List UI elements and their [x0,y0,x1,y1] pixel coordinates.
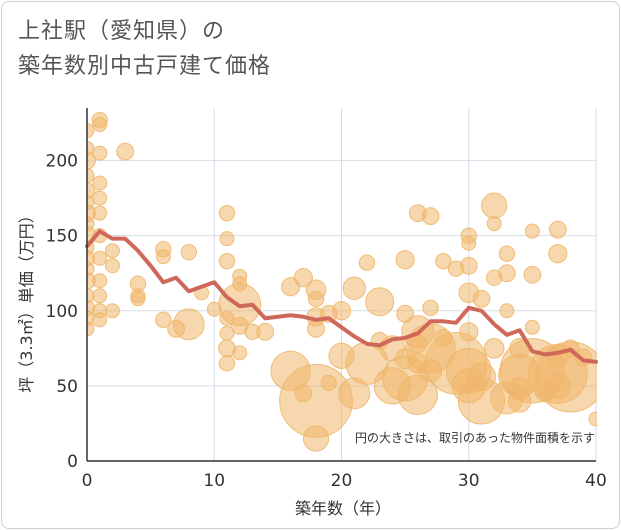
x-tick-label: 20 [331,471,353,491]
scatter-point [172,308,205,341]
scatter-point [92,117,108,133]
tick-labels: 0 10 20 30 40 0 50 100 150 200 [46,152,607,491]
y-tick-label: 50 [56,377,78,397]
bubble-layer [87,111,597,452]
average-line-layer [85,229,598,364]
scatter-point [104,258,120,274]
scatter-point [92,250,108,266]
x-tick-label: 10 [203,471,225,491]
chart-title-line2: 築年数別中古戸建て価格 [18,54,272,79]
axes [86,108,596,462]
scatter-point [435,253,452,270]
y-tick-label: 100 [46,302,78,322]
chart-title-line1: 上社駅（愛知県）の [18,19,226,44]
scatter-point [155,311,172,328]
scatter-point [498,245,516,262]
scatter-point [588,411,597,427]
scatter-point [307,290,325,307]
x-tick-label: 30 [458,471,480,491]
scatter-point [459,256,478,275]
scatter-point [307,319,325,338]
scatter-point [232,345,248,361]
x-tick-label: 40 [585,471,607,491]
scatter-point [218,355,236,372]
scatter-point [461,235,477,251]
average-price-line [85,229,598,364]
scatter-point [92,175,108,191]
scatter-point [481,192,508,219]
scatter-point [320,374,337,392]
scatter-point [498,264,516,283]
scatter-point [92,190,108,206]
scatter-point [104,303,120,319]
x-tick-label: 0 [82,471,93,491]
scatter-point [92,312,108,328]
bubble-size-note: 円の大きさは、取引のあった物件面積を示す [355,430,595,445]
scatter-point [395,250,415,270]
scatter-point [421,207,440,226]
scatter-point [365,287,395,317]
y-axis-label: 坪（3.3㎡）単価（万円） [17,207,36,392]
scatter-point [548,244,568,264]
y-tick-label: 150 [46,227,78,247]
scatter-point [524,319,540,335]
scatter-point [218,253,236,270]
scatter-point [180,244,198,261]
scatter-point [256,322,275,341]
scatter-point [302,425,330,452]
x-axis-label: 築年数（年） [295,499,391,518]
scatter-point [472,289,491,308]
scatter-point [92,273,108,289]
y-tick-label: 200 [46,152,78,172]
scatter-point [116,142,135,161]
scatter-point [218,204,236,222]
scatter-point [130,291,146,307]
scatter-point [483,338,505,359]
scatter-point [155,249,171,265]
scatter-point [342,276,366,300]
scatter-point [92,145,108,161]
scatter-point [459,322,479,342]
scatter-point [486,216,502,232]
scatter-point [92,205,108,221]
scatter-point [499,303,515,319]
scatter-point [87,321,95,337]
scatter-point [104,243,120,259]
scatter-point [219,231,235,247]
scatter-point [524,223,540,239]
scatter-point [358,254,376,271]
scatter-point [331,301,352,321]
scatter-point [87,123,95,139]
scatter-point [523,265,542,284]
y-tick-label: 0 [67,452,78,472]
chart-title: 上社駅（愛知県）の 築年数別中古戸建て価格 [18,14,271,84]
scatter-point [422,299,439,316]
scatter-point [293,268,313,288]
scatter-point [397,374,438,416]
scatter-point [87,168,95,184]
scatter-point [548,220,567,239]
scatter-point [92,288,108,304]
